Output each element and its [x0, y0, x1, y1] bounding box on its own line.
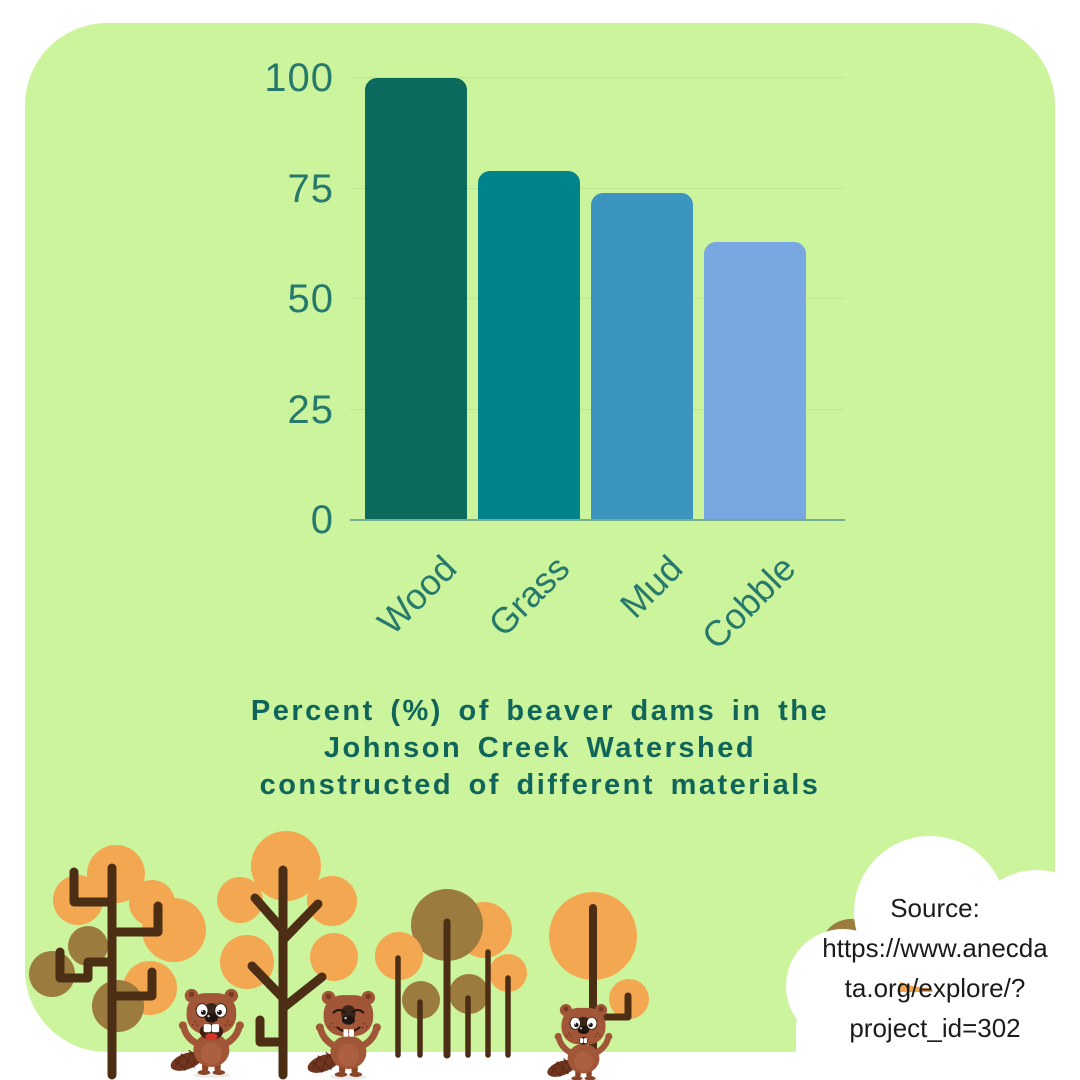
bar-cobble: [704, 241, 806, 520]
source-url-line: https://www.anecda: [822, 933, 1048, 963]
y-tick-label: 75: [287, 166, 334, 211]
bar-grass: [478, 170, 580, 520]
y-tick-label: 0: [310, 498, 334, 542]
source-label: Source:: [890, 893, 980, 923]
y-tick-label: 50: [287, 277, 334, 321]
chart-title-line: constructed of different materials: [259, 769, 821, 801]
bar-wood: [365, 78, 467, 520]
y-tick-label: 100: [264, 56, 334, 100]
chart-title-line: Johnson Creek Watershed: [323, 732, 757, 764]
y-tick-label: 25: [287, 387, 334, 432]
x-axis-line: [350, 519, 845, 521]
chart-title: Percent (%) of beaver dams in the Johnso…: [0, 693, 1080, 804]
chart-title-line: Percent (%) of beaver dams in the: [250, 695, 830, 727]
source-url-line: project_id=302: [849, 1013, 1021, 1043]
gridline: [350, 77, 845, 78]
gridline: [350, 187, 845, 189]
source-url-line: ta.org/explore/?: [844, 973, 1026, 1003]
source-attribution: Source: https://www.anecda ta.org/explor…: [795, 888, 1075, 1048]
bar-mud: [591, 192, 693, 520]
